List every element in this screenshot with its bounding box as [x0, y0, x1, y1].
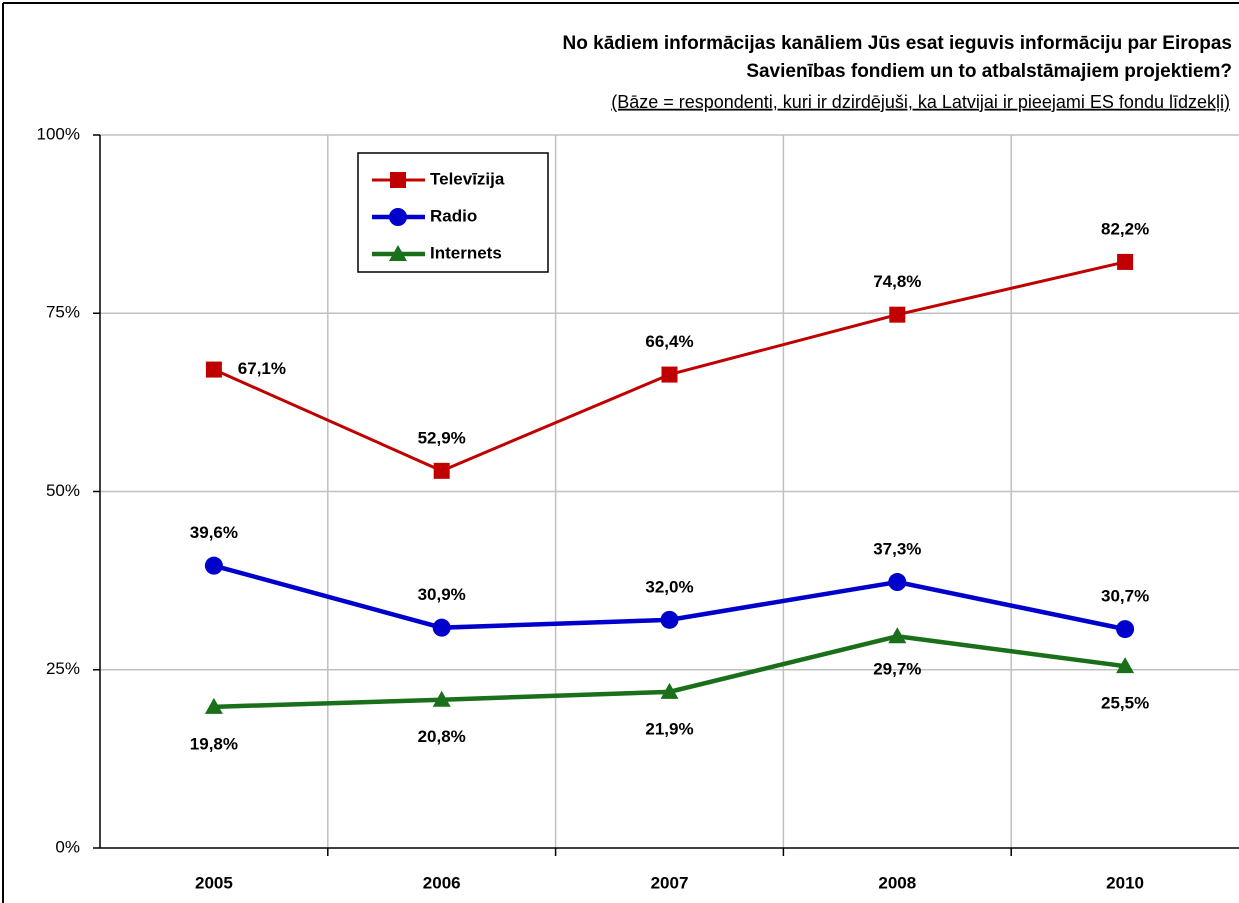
marker [204, 556, 223, 575]
marker [888, 573, 907, 592]
data-label: 67,1% [238, 359, 286, 378]
x-tick-label: 2005 [195, 873, 233, 892]
data-label: 32,0% [645, 577, 693, 596]
data-label: 52,9% [418, 428, 466, 447]
marker [432, 690, 451, 707]
chart-title: Savienības fondiem un to atbalstāmajiem … [746, 61, 1232, 82]
marker [205, 361, 222, 378]
marker [661, 366, 678, 383]
data-label: 74,8% [873, 272, 921, 291]
data-label: 25,5% [1101, 694, 1149, 713]
data-label: 19,8% [190, 734, 238, 753]
y-tick-label: 75% [46, 303, 80, 322]
marker [1117, 253, 1134, 270]
chart-title: No kādiem informācijas kanāliem Jūs esat… [563, 33, 1232, 54]
marker [389, 208, 407, 226]
data-label: 29,7% [873, 660, 921, 679]
data-label: 39,6% [190, 523, 238, 542]
marker [660, 682, 679, 699]
marker [888, 627, 907, 644]
data-label: 82,2% [1101, 219, 1149, 238]
marker [1116, 657, 1135, 674]
x-tick-label: 2008 [878, 873, 916, 892]
legend-label: Radio [430, 206, 477, 225]
marker [389, 245, 407, 261]
marker [1116, 620, 1135, 639]
marker [390, 172, 406, 188]
marker [660, 610, 679, 629]
y-tick-label: 25% [46, 659, 80, 678]
x-tick-label: 2010 [1106, 873, 1144, 892]
data-label: 30,9% [418, 585, 466, 604]
data-label: 66,4% [645, 332, 693, 351]
marker [432, 618, 451, 637]
marker [433, 462, 450, 479]
chart-subtitle: (Bāze = respondenti, kuri ir dzirdējuši,… [611, 92, 1230, 112]
data-label: 30,7% [1101, 587, 1149, 606]
data-label: 37,3% [873, 540, 921, 559]
marker [889, 306, 906, 323]
y-tick-label: 50% [46, 481, 80, 500]
y-tick-label: 100% [37, 124, 80, 143]
legend-label: Televīzija [430, 169, 505, 188]
legend-label: Internets [430, 243, 502, 262]
marker [204, 697, 223, 714]
x-tick-label: 2007 [651, 873, 689, 892]
data-label: 21,9% [645, 719, 693, 738]
x-tick-label: 2006 [423, 873, 461, 892]
data-label: 20,8% [418, 727, 466, 746]
y-tick-label: 0% [55, 837, 80, 856]
